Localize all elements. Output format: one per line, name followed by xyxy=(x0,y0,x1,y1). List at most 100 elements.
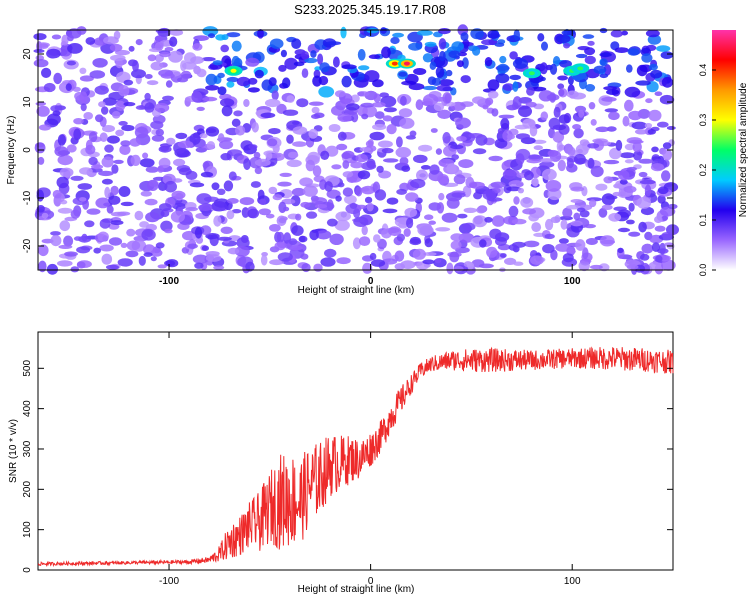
heatmap-cell xyxy=(618,170,630,181)
heatmap-cell xyxy=(601,96,617,102)
heatmap-cell xyxy=(152,176,166,181)
heatmap-cell xyxy=(178,167,192,176)
heatmap-cell xyxy=(638,171,648,178)
heatmap-cell xyxy=(159,51,171,58)
heatmap-cell xyxy=(422,85,438,91)
heatmap-cell xyxy=(234,245,250,257)
heatmap-cell xyxy=(309,229,319,241)
heatmap-cell xyxy=(56,176,69,189)
heatmap-cell xyxy=(628,110,642,121)
heatmap-cell xyxy=(558,89,565,97)
heatmap-cell xyxy=(319,62,330,73)
heatmap-cell xyxy=(292,141,307,147)
heatmap-cell xyxy=(450,233,464,242)
heatmap-cell xyxy=(460,75,471,84)
heatmap-cell xyxy=(634,129,648,135)
heatmap-cell xyxy=(640,253,650,261)
heatmap-cell xyxy=(207,33,216,39)
heatmap-cell xyxy=(396,188,407,195)
heatmap-cell xyxy=(486,246,498,258)
heatmap-cell xyxy=(113,159,124,164)
heatmap-cell xyxy=(608,111,620,121)
heatmap-cell xyxy=(587,157,595,169)
heatmap-cell xyxy=(383,158,399,163)
heatmap-hotspot-core xyxy=(403,61,410,66)
heatmap-cell xyxy=(423,252,437,256)
heatmap-cell xyxy=(134,126,149,139)
heatmap-cell xyxy=(65,83,72,91)
heatmap-cell xyxy=(626,219,635,225)
heatmap-cell xyxy=(299,177,313,187)
heatmap-cell xyxy=(86,208,101,215)
heatmap-cell xyxy=(318,86,335,98)
heatmap-cell xyxy=(221,105,233,117)
heatmap-cell xyxy=(563,42,571,49)
heatmap-cell xyxy=(557,83,565,90)
heatmap-cell xyxy=(566,204,581,210)
heatmap-cell xyxy=(605,195,618,200)
heatmap-cell xyxy=(159,203,172,212)
heatmap-cell xyxy=(409,238,422,246)
heatmap-cell xyxy=(512,96,522,109)
heatmap-cell xyxy=(531,222,542,233)
heatmap-cell xyxy=(91,164,104,170)
heatmap-cell xyxy=(196,106,205,111)
heatmap-cell xyxy=(189,182,205,188)
heatmap-cell xyxy=(190,56,205,64)
heatmap-cell xyxy=(333,56,340,68)
heatmap-cell xyxy=(79,67,87,75)
heatmap-cell xyxy=(173,158,186,167)
heatmap-cell xyxy=(341,64,357,70)
y-tick-label: 300 xyxy=(22,440,33,457)
heatmap-cell xyxy=(428,220,437,225)
heatmap-cell xyxy=(231,118,241,128)
heatmap-cell xyxy=(379,92,390,98)
heatmap-cell xyxy=(223,180,234,192)
heatmap-cell xyxy=(362,262,373,274)
heatmap-cell xyxy=(626,64,633,73)
heatmap-cell xyxy=(383,107,397,113)
heatmap-cell xyxy=(243,158,251,171)
heatmap-cell xyxy=(638,158,654,164)
heatmap-cell xyxy=(626,166,638,171)
heatmap-cell xyxy=(555,34,571,44)
heatmap-cell xyxy=(243,99,250,107)
heatmap-cell xyxy=(247,87,260,93)
heatmap-cell xyxy=(515,133,531,140)
heatmap-cell xyxy=(315,200,324,205)
heatmap-cell xyxy=(313,263,323,272)
heatmap-cell xyxy=(234,125,246,136)
heatmap-cell xyxy=(231,55,240,68)
heatmap-cell xyxy=(550,216,561,224)
heatmap-cell xyxy=(278,64,287,72)
heatmap-cell xyxy=(639,179,656,185)
heatmap-cell xyxy=(334,90,346,98)
heatmap-cell xyxy=(355,154,368,163)
heatmap-cell xyxy=(79,91,88,104)
heatmap-cell xyxy=(453,266,464,272)
y-tick-label: 20 xyxy=(22,48,33,60)
heatmap-cell xyxy=(570,220,583,227)
heatmap-cell xyxy=(38,43,49,49)
heatmap-cell xyxy=(76,261,86,269)
heatmap-cell xyxy=(467,261,474,270)
heatmap-cell xyxy=(400,260,416,270)
heatmap-cell xyxy=(57,154,73,166)
heatmap-cell xyxy=(435,66,445,78)
heatmap-cell xyxy=(374,111,385,119)
heatmap-cell xyxy=(257,189,265,201)
heatmap-cell xyxy=(33,33,47,41)
heatmap-cell xyxy=(125,250,139,258)
heatmap-cell xyxy=(340,26,347,39)
heatmap-cell xyxy=(324,248,337,258)
heatmap-cell xyxy=(451,192,466,198)
heatmap-cell xyxy=(590,119,597,126)
y-tick-label: 0 xyxy=(22,567,33,573)
heatmap-cell xyxy=(439,79,454,87)
heatmap-cell xyxy=(373,234,381,243)
heatmap-cell xyxy=(599,73,609,79)
heatmap-cell xyxy=(542,168,557,181)
heatmap-cell xyxy=(236,237,250,249)
heatmap-cell xyxy=(254,158,271,167)
heatmap-cell xyxy=(52,189,62,199)
